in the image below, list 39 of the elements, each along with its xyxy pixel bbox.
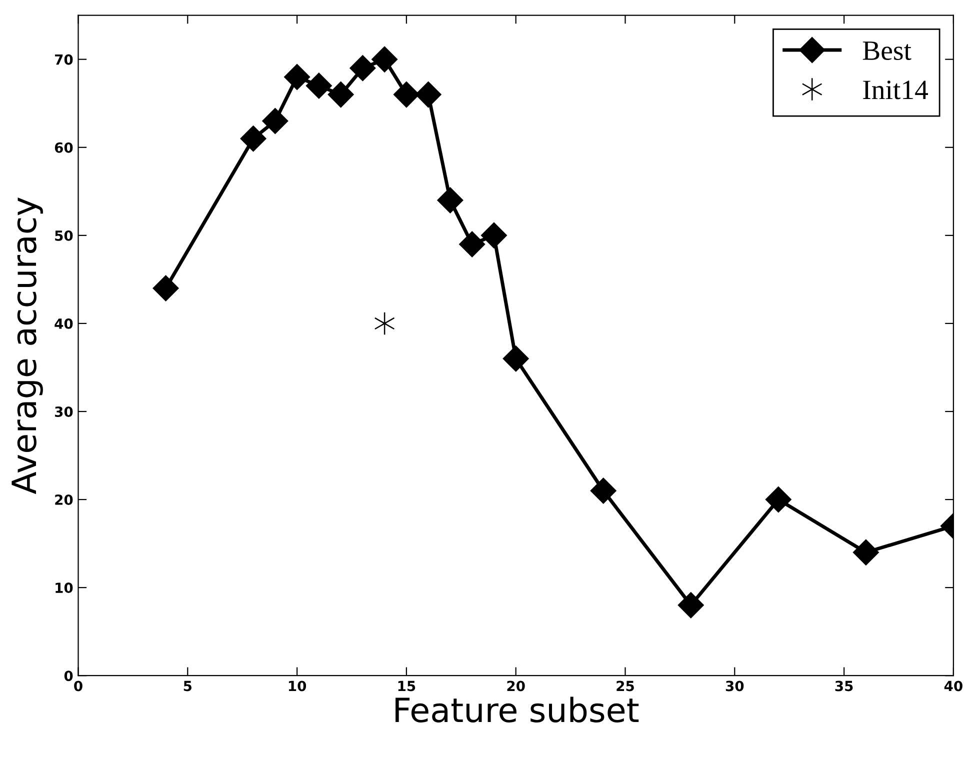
x-tick-label: 5 xyxy=(184,680,192,692)
point xyxy=(481,222,507,248)
point xyxy=(284,64,310,90)
x-tick-label: 40 xyxy=(944,680,962,692)
point xyxy=(678,592,704,618)
point xyxy=(437,187,464,214)
x-tick-label: 30 xyxy=(726,680,744,692)
y-tick-label: 70 xyxy=(54,54,73,65)
y-axis-title: Average accuracy xyxy=(12,198,43,494)
x-tick-label: 25 xyxy=(616,680,634,692)
point xyxy=(262,108,288,134)
y-tick-label: 50 xyxy=(55,230,73,241)
x-tick-label: 15 xyxy=(398,680,416,692)
point xyxy=(372,46,398,72)
point xyxy=(306,72,332,99)
x-tick-label: 20 xyxy=(507,680,525,692)
point xyxy=(415,82,442,108)
point xyxy=(240,126,266,152)
y-tick-label: 20 xyxy=(55,494,73,506)
x-tick-label: 35 xyxy=(835,680,853,692)
x-axis-title: Feature subset xyxy=(396,696,639,722)
point xyxy=(152,275,179,302)
point xyxy=(853,540,879,566)
y-tick-label: 60 xyxy=(54,142,73,153)
x-tick-label: 0 xyxy=(74,680,82,692)
point xyxy=(766,486,792,512)
point xyxy=(328,82,354,108)
point xyxy=(459,231,485,258)
point xyxy=(350,55,376,81)
x-tick-label: 10 xyxy=(288,680,306,692)
point xyxy=(503,346,529,372)
point xyxy=(590,478,616,504)
y-tick-label: 30 xyxy=(54,406,73,417)
y-tick-label: 0 xyxy=(64,670,73,682)
point xyxy=(394,82,420,108)
y-tick-label: 40 xyxy=(54,318,73,329)
y-tick-label: 10 xyxy=(56,582,73,594)
legend-label: Init14 xyxy=(863,80,928,100)
legend-label: Best xyxy=(862,42,912,60)
